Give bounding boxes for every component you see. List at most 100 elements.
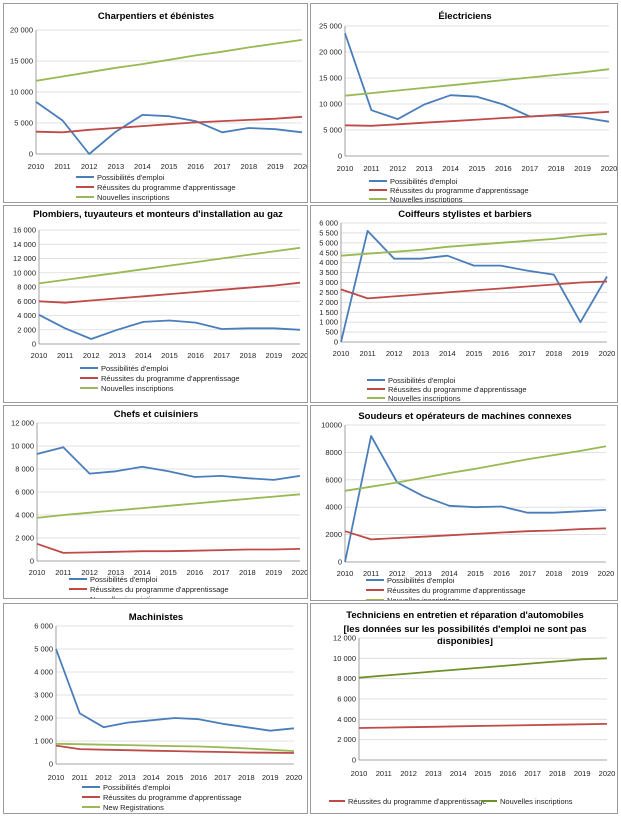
series-line-reussites-du-programme-d-apprentissage xyxy=(35,115,303,134)
x-tick-label: 2020 xyxy=(599,769,616,778)
x-tick-label: 2016 xyxy=(492,349,509,358)
y-tick-label: 10000 xyxy=(321,421,342,430)
series-line-reussites-du-programme-d-apprentissage xyxy=(344,110,610,127)
y-tick-label: 0 xyxy=(30,557,34,566)
x-tick-label: 2018 xyxy=(240,162,257,171)
x-tick-label: 2010 xyxy=(31,351,48,360)
y-tick-label: 4 000 xyxy=(15,511,34,520)
x-tick-label: 2018 xyxy=(545,569,562,578)
x-tick-label: 2011 xyxy=(363,164,379,173)
legend-label: Nouvelles inscriptions xyxy=(387,596,460,600)
y-tick-label: 1 000 xyxy=(34,737,53,746)
x-tick-label: 2014 xyxy=(135,351,152,360)
x-tick-label: 2010 xyxy=(333,349,350,358)
y-tick-label: 6 000 xyxy=(15,488,34,497)
chart-plombiers: Plombiers, tuyauteurs et monteurs d'inst… xyxy=(3,205,308,403)
x-tick-label: 2014 xyxy=(134,568,151,577)
legend-label: Réussites du programme d'apprentissage xyxy=(97,183,236,192)
x-tick-label: 2012 xyxy=(83,351,100,360)
chart-charpentiers: Charpentiers et ébénistes 0 5 000 10 000 15 … xyxy=(3,3,308,203)
x-tick-label: 2011 xyxy=(376,769,392,778)
chart-subtitle: disponibles] xyxy=(437,636,493,647)
x-tick-label: 2012 xyxy=(386,349,403,358)
y-tick-label: 500 xyxy=(325,328,338,337)
series-line-possibilites-d-emploi xyxy=(55,648,295,732)
y-tick-label: 0 xyxy=(49,760,53,769)
series-line-possibilites-d-emploi xyxy=(344,33,610,123)
y-tick-label: 2 000 xyxy=(319,298,338,307)
y-tick-label: 8 000 xyxy=(17,283,36,292)
legend-label: Réussites du programme d'apprentissage xyxy=(101,374,240,383)
y-tick-label: 0 xyxy=(338,558,342,567)
x-tick-label: 2016 xyxy=(190,773,207,782)
legend-label: Nouvelles inscriptions xyxy=(388,394,461,402)
x-tick-label: 2012 xyxy=(81,162,98,171)
x-tick-label: 2015 xyxy=(161,351,178,360)
chart-svg: Charpentiers et ébénistes 0 5 000 10 000 15 … xyxy=(10,11,307,202)
series-line-nouvelles-inscriptions xyxy=(38,246,301,285)
y-tick-label: 10 000 xyxy=(13,268,36,277)
legend-label: Réussites du programme d'apprentissage xyxy=(387,586,526,595)
series-line-new-registrations xyxy=(55,742,295,752)
series-line-possibilites-d-emploi xyxy=(36,446,301,481)
legend-label: Réussites du programme d'apprentissage xyxy=(103,793,242,802)
x-tick-label: 2019 xyxy=(262,773,279,782)
chart-subtitle: [les données sur les possibilités d'empl… xyxy=(344,624,587,635)
x-tick-label: 2013 xyxy=(109,351,126,360)
y-tick-label: 6 000 xyxy=(319,219,338,228)
series-line-nouvelles-inscriptions xyxy=(344,445,607,492)
y-tick-label: 20 000 xyxy=(319,48,342,57)
y-tick-label: 4 000 xyxy=(337,715,356,724)
x-tick-label: 2013 xyxy=(412,349,429,358)
y-tick-label: 8 000 xyxy=(15,465,34,474)
x-tick-label: 2012 xyxy=(95,773,112,782)
x-tick-label: 2016 xyxy=(495,164,512,173)
chart-coiffeurs: Coiffeurs stylistes et barbiers 0 500 1 000… xyxy=(310,205,618,403)
x-tick-label: 2015 xyxy=(160,568,177,577)
x-tick-label: 2015 xyxy=(469,164,486,173)
x-tick-label: 2015 xyxy=(467,569,484,578)
y-tick-label: 1 500 xyxy=(319,308,338,317)
series-line-reussites-du-programme-d-apprentissage xyxy=(340,280,608,300)
legend-label: Réussites du programme d'apprentissage xyxy=(348,797,487,806)
chart-svg: Chefs et cuisiniers 0 2 000 4 000 6 000 8 000… xyxy=(11,409,307,598)
series-line-nouvelles-inscriptions xyxy=(344,68,610,97)
x-tick-label: 2015 xyxy=(161,162,178,171)
chart-title: Coiffeurs stylistes et barbiers xyxy=(398,209,532,220)
y-tick-label: 3 500 xyxy=(319,268,338,277)
y-tick-label: 5 000 xyxy=(319,238,338,247)
x-tick-label: 2016 xyxy=(187,351,204,360)
x-tick-label: 2020 xyxy=(598,569,615,578)
x-tick-label: 2019 xyxy=(572,349,589,358)
series-line-reussites-du-programme-d-apprentissage xyxy=(55,744,295,754)
y-tick-label: 4 500 xyxy=(319,248,338,257)
x-tick-label: 2019 xyxy=(572,569,589,578)
chart-svg: Soudeurs et opérateurs de machines conne… xyxy=(321,411,615,600)
legend-label: Nouvelles inscriptions xyxy=(90,595,163,598)
chart-electriciens: Électriciens 0 5 000 10 000 15 000 20 000 25 0… xyxy=(310,3,618,203)
y-tick-label: 12 000 xyxy=(11,419,34,428)
x-tick-label: 2011 xyxy=(57,351,73,360)
legend-label: Possibilités d'emploi xyxy=(390,177,458,186)
chart-title: Chefs et cuisiniers xyxy=(114,409,198,420)
y-tick-label: 10 000 xyxy=(11,442,34,451)
y-tick-label: 8 000 xyxy=(337,674,356,683)
x-tick-label: 2020 xyxy=(286,773,303,782)
y-tick-label: 20 000 xyxy=(10,26,33,35)
series-line-reussites-du-programme-d-apprentissage xyxy=(38,281,301,304)
x-tick-label: 2017 xyxy=(519,349,536,358)
x-tick-label: 2014 xyxy=(439,349,456,358)
legend-label: Nouvelles inscriptions xyxy=(97,193,170,202)
x-tick-label: 2012 xyxy=(389,164,406,173)
series-line-possibilites-d-emploi xyxy=(344,435,607,563)
x-tick-label: 2017 xyxy=(521,164,538,173)
y-tick-label: 14 000 xyxy=(13,240,36,249)
y-tick-label: 10 000 xyxy=(10,88,33,97)
legend-label: Réussites du programme d'apprentissage xyxy=(390,186,529,195)
y-tick-label: 0 xyxy=(29,150,33,159)
y-tick-label: 8000 xyxy=(325,448,342,457)
x-tick-label: 2016 xyxy=(493,569,510,578)
y-tick-label: 3 000 xyxy=(319,278,338,287)
x-tick-label: 2018 xyxy=(545,349,562,358)
